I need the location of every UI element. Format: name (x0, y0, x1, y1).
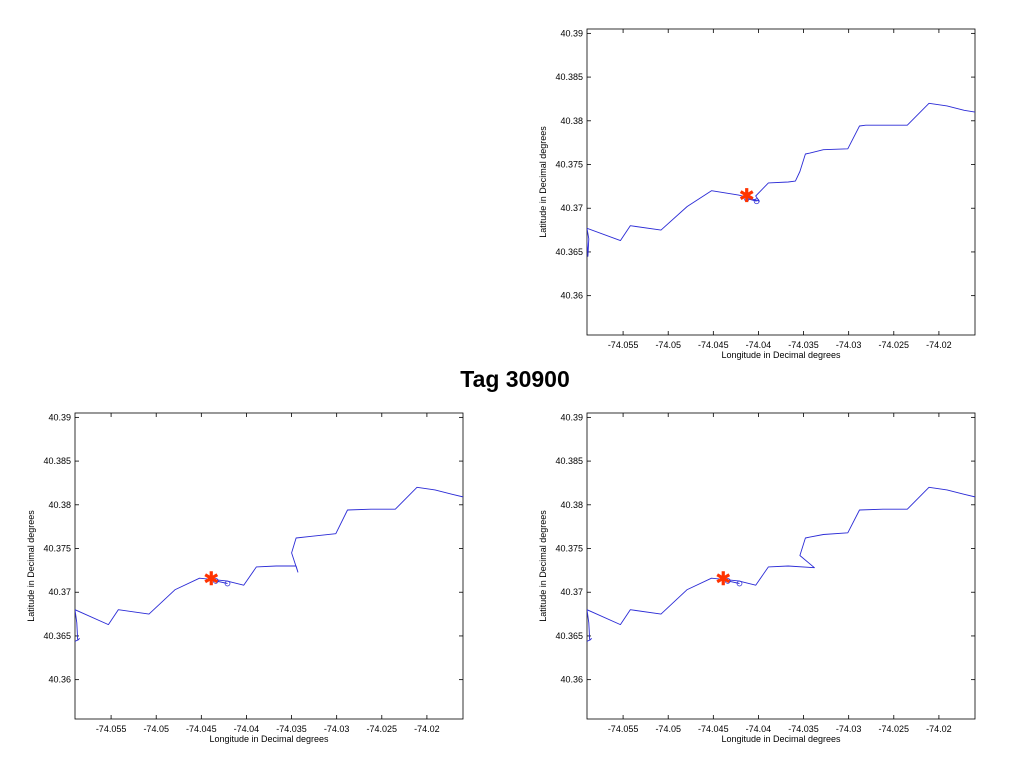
y-tick-label: 40.375 (43, 544, 71, 554)
y-tick-label: 40.36 (560, 291, 583, 301)
y-tick-label: 40.36 (48, 675, 71, 685)
x-tick-label: -74.055 (96, 724, 127, 734)
x-tick-label: -74.05 (143, 724, 169, 734)
x-tick-label: -74.03 (836, 724, 862, 734)
axes-box (586, 412, 976, 720)
x-tick-label: -74.035 (788, 340, 819, 350)
x-tick-label: -74.04 (234, 724, 260, 734)
asterisk-marker (739, 188, 754, 203)
x-tick-label: -74.045 (186, 724, 217, 734)
x-tick-label: -74.04 (746, 724, 772, 734)
y-axis-label: Latitude in Decimal degrees (26, 510, 36, 622)
y-tick-label: 40.39 (560, 28, 583, 38)
x-tick-label: -74.025 (367, 724, 398, 734)
x-tick-label: -74.035 (276, 724, 307, 734)
y-tick-label: 40.39 (48, 412, 71, 422)
y-tick-label: 40.365 (555, 631, 583, 641)
x-tick-label: -74.05 (655, 724, 681, 734)
asterisk-marker (204, 571, 219, 586)
chart-svg-top-right: -74.055 -74.05 -74.045 -74.04 -74.035 -74.03 -… (538, 28, 976, 360)
x-tick-label: -74.045 (698, 340, 729, 350)
x-tick-label: -74.055 (608, 724, 639, 734)
x-tick-label: -74.02 (926, 724, 952, 734)
asterisk-marker (716, 571, 731, 586)
y-tick-label: 40.37 (48, 587, 71, 597)
y-tick-label: 40.36 (560, 675, 583, 685)
y-tick-label: 40.39 (560, 412, 583, 422)
y-tick-label: 40.37 (560, 587, 583, 597)
y-tick-label: 40.38 (48, 500, 71, 510)
track-series-line (75, 486, 463, 643)
x-tick-label: -74.025 (879, 724, 910, 734)
plot-panel-bottom-left: -74.055 -74.05 -74.045 -74.04 -74.035 -74.03 -… (18, 406, 478, 751)
x-tick-label: -74.025 (879, 340, 910, 350)
x-axis-label: Longitude in Decimal degrees (721, 350, 841, 360)
track-point (224, 580, 231, 587)
x-tick-label: -74.035 (788, 724, 819, 734)
y-tick-label: 40.38 (560, 116, 583, 126)
track-series-line (587, 486, 975, 643)
y-tick-label: 40.385 (555, 72, 583, 82)
y-tick-label: 40.37 (560, 203, 583, 213)
track-series-line (746, 198, 757, 202)
plot-panel-top-right: -74.055 -74.05 -74.045 -74.04 -74.035 -74.03 -… (530, 22, 990, 367)
chart-svg-bottom-left: -74.055 -74.05 -74.045 -74.04 -74.035 -74.03 -… (26, 412, 464, 744)
y-tick-label: 40.385 (43, 456, 71, 466)
y-tick-label: 40.385 (555, 456, 583, 466)
x-tick-label: -74.055 (608, 340, 639, 350)
x-axis-label: Longitude in Decimal degrees (209, 734, 329, 744)
axes-box (586, 28, 976, 336)
y-tick-label: 40.365 (43, 631, 71, 641)
chart-svg-bottom-right: -74.055 -74.05 -74.045 -74.04 -74.035 -74.03 -… (538, 412, 976, 744)
figure-title: Tag 30900 (460, 366, 570, 392)
x-tick-label: -74.045 (698, 724, 729, 734)
track-series-line (215, 580, 228, 584)
track-point (736, 580, 743, 587)
track-point (753, 198, 760, 205)
track-series-line (587, 102, 975, 257)
y-axis-label: Latitude in Decimal degrees (538, 126, 548, 238)
y-tick-label: 40.375 (555, 544, 583, 554)
x-tick-label: -74.05 (655, 340, 681, 350)
x-tick-label: -74.02 (926, 340, 952, 350)
y-tick-label: 40.375 (555, 160, 583, 170)
y-axis-label: Latitude in Decimal degrees (538, 510, 548, 622)
axes-box (74, 412, 464, 720)
x-tick-label: -74.03 (836, 340, 862, 350)
x-axis-label: Longitude in Decimal degrees (721, 734, 841, 744)
x-tick-label: -74.03 (324, 724, 350, 734)
y-tick-label: 40.365 (555, 247, 583, 257)
x-tick-label: -74.04 (746, 340, 772, 350)
plot-panel-bottom-right: -74.055 -74.05 -74.045 -74.04 -74.035 -74.03 -… (530, 406, 990, 751)
x-tick-label: -74.02 (414, 724, 440, 734)
track-series-line (727, 580, 740, 584)
y-tick-label: 40.38 (560, 500, 583, 510)
